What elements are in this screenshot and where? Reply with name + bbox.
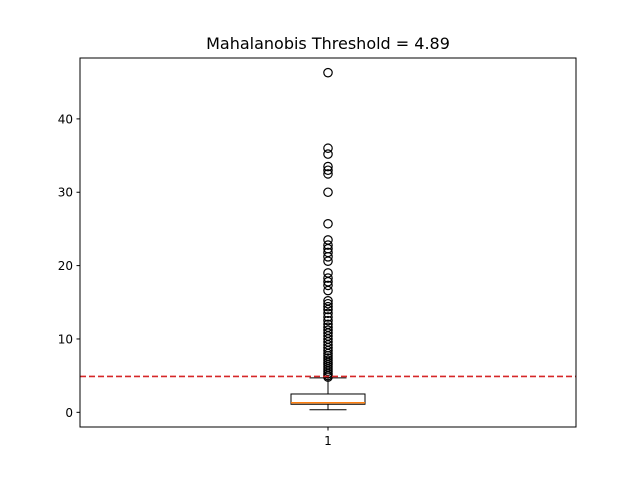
outlier-point — [323, 169, 333, 179]
y-tick-label: 30 — [58, 186, 73, 200]
iqr-box — [290, 393, 366, 405]
outlier-point — [323, 161, 333, 172]
outlier-point — [323, 304, 333, 315]
outlier-point — [323, 345, 333, 356]
outlier-point — [323, 280, 333, 291]
x-tick-label: 1 — [324, 434, 332, 448]
outlier-point — [323, 149, 333, 159]
y-tick-label: 40 — [58, 112, 73, 126]
outlier-point — [323, 312, 333, 322]
outlier-point — [323, 315, 333, 326]
outlier-point — [323, 298, 333, 309]
plot-area — [80, 67, 576, 411]
outlier-point — [323, 67, 333, 78]
outlier-point — [323, 143, 333, 154]
outlier-point — [323, 285, 333, 296]
outlier-point — [323, 252, 333, 262]
outlier-point — [323, 256, 333, 267]
y-tick-label: 20 — [58, 259, 73, 273]
outlier-point — [323, 218, 333, 229]
y-tick-label: 10 — [58, 332, 73, 346]
outlier-point — [323, 165, 333, 176]
outlier-point — [323, 301, 333, 312]
outlier-point — [323, 273, 333, 283]
outlier-point — [323, 187, 333, 198]
y-tick-label: 0 — [65, 406, 73, 420]
chart-title: Mahalanobis Threshold = 4.89 — [206, 34, 450, 53]
outlier-point — [323, 308, 333, 319]
outlier-point — [323, 240, 333, 250]
